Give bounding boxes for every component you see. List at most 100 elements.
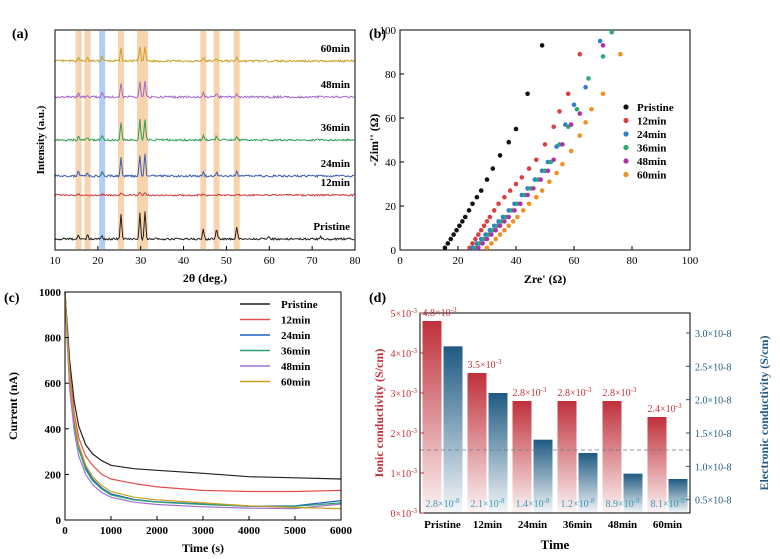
- electronic-bar: [533, 439, 553, 513]
- y-tick-label-left: 2×10-3: [391, 427, 418, 440]
- legend-label: 36min: [281, 346, 310, 358]
- data-point: [525, 91, 530, 97]
- x-tick-label: 70: [307, 255, 319, 267]
- data-point: [484, 177, 490, 182]
- data-point: [502, 227, 507, 233]
- data-point: [473, 236, 478, 242]
- data-point: [542, 142, 548, 147]
- data-point: [589, 106, 594, 112]
- data-point: [497, 232, 503, 237]
- conductivity-bars: [422, 321, 688, 513]
- ionic-value-label: 2.8×10-3: [558, 386, 592, 399]
- y-tick-label: 600: [45, 378, 62, 390]
- series-label: 36min: [321, 122, 350, 134]
- data-point: [513, 126, 519, 132]
- legend-label: 12min: [637, 116, 666, 128]
- series-label: 12min: [321, 177, 350, 189]
- data-point: [490, 166, 496, 171]
- ionic-bar: [422, 321, 442, 513]
- data-point: [507, 188, 513, 193]
- x-tick-label: 24min: [518, 519, 547, 531]
- x-tick-label: 40: [178, 255, 190, 267]
- data-point: [525, 192, 530, 198]
- data-point: [497, 223, 503, 229]
- data-point: [442, 245, 448, 251]
- y-axis-label-a: Intensity (a.u.): [35, 105, 47, 174]
- data-point: [462, 214, 468, 220]
- data-point: [560, 161, 565, 167]
- y-axis-label-c: Current (nA): [6, 372, 20, 440]
- data-point: [520, 208, 526, 213]
- data-point: [609, 29, 614, 35]
- legend-label: 48min: [281, 361, 310, 373]
- current-curves: [64, 291, 342, 510]
- conductivity-panel: (d) Pristine 12min 24min 36min 48min 60min 0×1…: [369, 291, 771, 552]
- x-tick-label: 80: [350, 255, 362, 267]
- y-tick-label-left: 0×10-3: [391, 507, 418, 520]
- data-point: [547, 179, 552, 185]
- y-tick-label-right: 3.0×10-8: [695, 329, 731, 340]
- data-point: [470, 241, 475, 246]
- data-point: [539, 188, 545, 193]
- y-tick-label: 0: [56, 515, 62, 527]
- highlight-band: [75, 31, 82, 249]
- data-point: [600, 43, 606, 48]
- data-point: [583, 120, 588, 125]
- data-point: [574, 106, 580, 112]
- data-point: [484, 245, 490, 251]
- data-point: [597, 38, 603, 44]
- x-axis-label-d: Time: [541, 537, 570, 552]
- data-point: [496, 201, 501, 207]
- legend-label: 24min: [281, 330, 310, 342]
- x-tick-label: 60: [264, 255, 276, 267]
- x-tick-label: 60min: [653, 519, 682, 531]
- data-point: [538, 177, 543, 182]
- data-point: [512, 208, 517, 213]
- data-point: [510, 219, 516, 224]
- data-point: [551, 157, 556, 163]
- ionic-value-label: 4.8×10-3: [423, 306, 457, 319]
- data-point: [506, 223, 512, 229]
- x-tick-label: 0: [397, 255, 403, 267]
- data-point: [493, 236, 499, 242]
- highlight-band: [233, 31, 240, 249]
- data-point: [478, 188, 484, 193]
- scatter-points: [442, 29, 623, 251]
- legend-marker: [623, 104, 629, 110]
- data-point: [583, 84, 588, 90]
- x-tick-label: 60: [569, 255, 581, 267]
- data-point: [454, 227, 459, 233]
- x-tick-label: 4000: [238, 525, 261, 537]
- data-point: [487, 214, 493, 220]
- data-point: [519, 175, 525, 180]
- data-point: [534, 157, 539, 163]
- xrd-line-Pristine: [54, 211, 355, 242]
- current-panel: (c) 0 1000 2000 3000 4000 5000 6000 0 200 400 600 8…: [4, 287, 353, 555]
- data-point: [478, 227, 484, 233]
- y-tick-label: 20: [385, 201, 397, 213]
- electronic-value-label: 8.1×10-9: [651, 497, 685, 510]
- series-label: Pristine: [313, 221, 350, 233]
- series-label: 60min: [321, 43, 350, 55]
- highlight-band: [99, 31, 106, 249]
- x-tick-label: 36min: [563, 519, 592, 531]
- ionic-bar: [467, 373, 487, 513]
- electronic-bar: [443, 346, 463, 513]
- y-axis-label-right-d: Electronic conductivity (S/cm): [757, 335, 771, 490]
- ionic-bar: [602, 401, 622, 513]
- x-tick-label: 5000: [284, 525, 307, 537]
- data-point: [545, 168, 551, 174]
- panel-a-label: (a): [12, 27, 29, 42]
- x-tick-label: 12min: [473, 519, 502, 531]
- x-tick-label: 1000: [100, 525, 123, 537]
- data-point: [493, 227, 499, 233]
- ionic-value-label: 2.8×10-3: [513, 386, 547, 399]
- data-point: [513, 181, 519, 187]
- highlight-band: [213, 31, 220, 249]
- legend-marker: [623, 117, 629, 124]
- xrd-line-36min: [54, 118, 355, 142]
- electronic-bar: [668, 479, 688, 513]
- xrd-patterns: [54, 46, 355, 242]
- y-tick-label-left: 4×10-3: [391, 347, 418, 360]
